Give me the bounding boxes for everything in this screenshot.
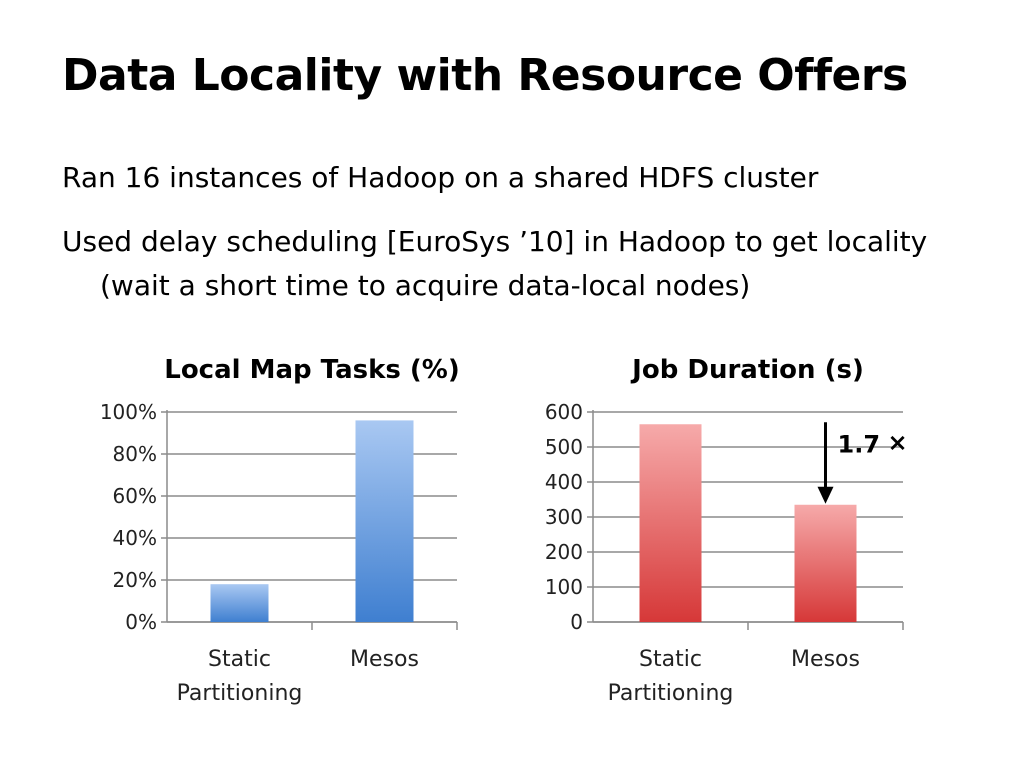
bar [355,420,414,622]
y-tick-label: 100% [100,400,157,424]
x-tick-label: Mesos [350,647,419,672]
y-tick-label: 500 [545,435,583,459]
chart-title: Job Duration (s) [630,355,864,385]
speedup-times-symbol: × [888,429,908,457]
local-map-tasks-chart: Local Map Tasks (%) 0% 20% 40% 60% 80% 100% Sta… [100,355,460,706]
y-tick-label: 0% [125,610,157,634]
slide-title: Data Locality with Resource Offers [62,50,908,101]
x-tick-label: Static [639,647,702,672]
y-tick-label: 80% [113,442,157,466]
y-tick-label: 40% [113,526,157,550]
y-tick-label: 100 [545,575,583,599]
y-tick-label: 0 [570,610,583,634]
x-tick-label: Partitioning [177,681,303,706]
bar [794,504,857,622]
bullet-hadoop-instances: Ran 16 instances of Hadoop on a shared H… [62,161,819,194]
bar [210,584,269,622]
x-tick-label: Static [208,647,271,672]
speedup-arrow-head [817,486,834,504]
chart-title: Local Map Tasks (%) [164,355,459,385]
speedup-label: 1.7 [838,431,881,459]
bullet-delay-scheduling: Used delay scheduling [EuroSys ’10] in H… [62,225,928,302]
x-tick-label: Mesos [791,647,860,672]
y-tick-label: 60% [113,484,157,508]
bar [639,424,702,622]
y-tick-label: 600 [545,400,583,424]
y-tick-label: 400 [545,470,583,494]
y-tick-label: 200 [545,540,583,564]
y-tick-label: 300 [545,505,583,529]
x-tick-label: Partitioning [608,681,734,706]
job-duration-chart: Job Duration (s) 0 100 200 300 400 500 600 Stati… [545,355,908,706]
y-tick-label: 20% [113,568,157,592]
